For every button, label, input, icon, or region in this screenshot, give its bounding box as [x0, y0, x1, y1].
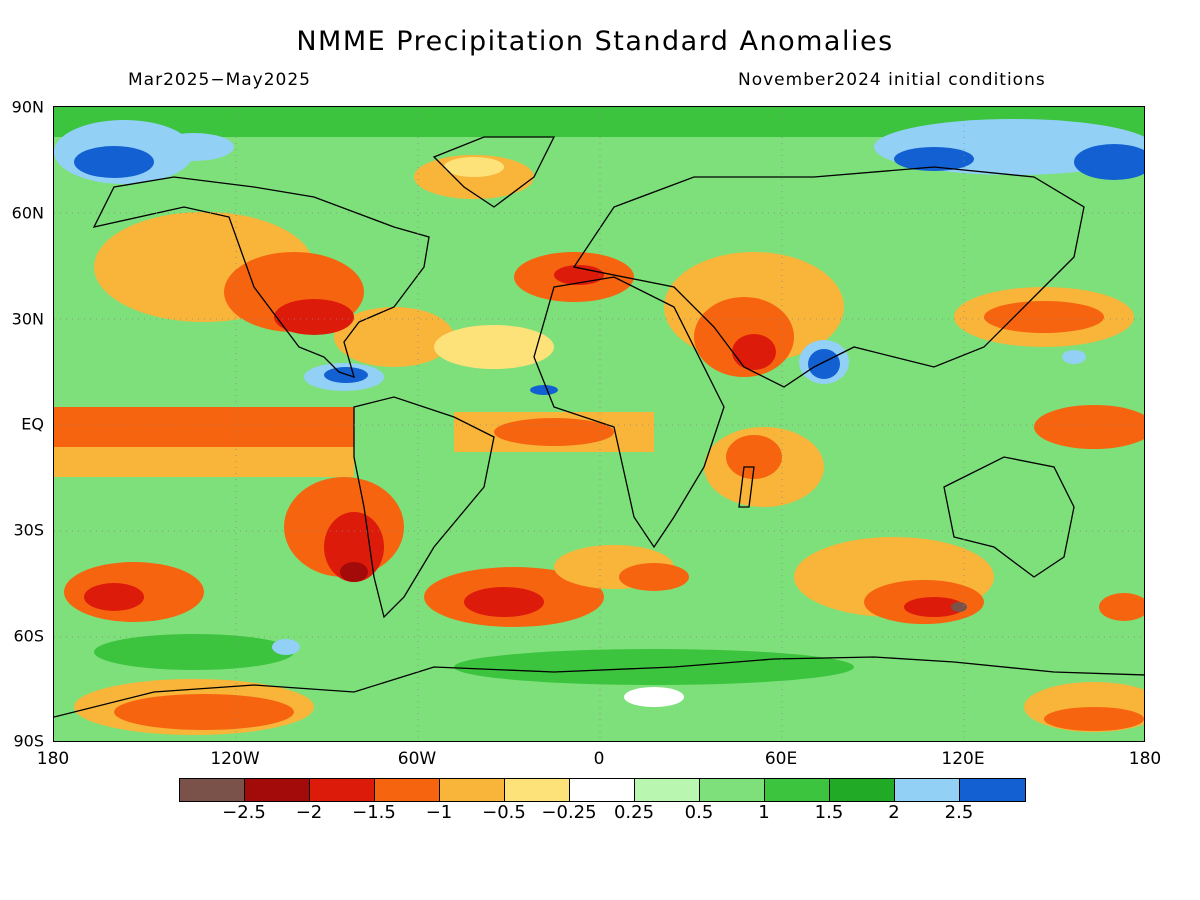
colorbar-swatch — [960, 779, 1025, 801]
colorbar-tick-label: 2.5 — [944, 802, 974, 823]
lon-label-180e: 180 — [1128, 749, 1162, 769]
lon-label-60w: 60W — [397, 749, 437, 769]
lat-label-90n: 90N — [11, 97, 44, 117]
colorbar-swatch — [765, 779, 830, 801]
lat-label-30n: 30N — [11, 309, 44, 329]
colorbar-swatch — [310, 779, 375, 801]
colorbar-swatch — [375, 779, 440, 801]
colorbar-swatch — [180, 779, 245, 801]
map-title: NMME Precipitation Standard Anomalies — [296, 26, 894, 57]
forecast-period: Mar2025−May2025 — [128, 70, 311, 90]
colorbar-tick-label: −2 — [295, 802, 323, 823]
initial-conditions-label: November2024 initial conditions — [738, 70, 1046, 90]
colorbar-tick-label: −0.5 — [482, 802, 526, 823]
anomaly-map — [53, 106, 1145, 742]
colorbar-tick-label: −1 — [425, 802, 453, 823]
colorbar-tick-label: 1 — [758, 802, 770, 823]
colorbar-tick-label: 2 — [888, 802, 900, 823]
lat-label-30s: 30S — [13, 520, 44, 540]
lat-label-60n: 60N — [11, 203, 44, 223]
lon-label-120w: 120W — [210, 749, 260, 769]
anomaly-field — [54, 107, 1144, 741]
lon-label-180w: 180 — [36, 749, 70, 769]
colorbar-swatch — [895, 779, 960, 801]
colorbar-swatch — [700, 779, 765, 801]
colorbar-swatch — [570, 779, 635, 801]
colorbar-tick-label: −0.25 — [541, 802, 597, 823]
colorbar-swatch — [440, 779, 505, 801]
colorbar-tick-label: 1.5 — [814, 802, 844, 823]
colorbar-tick-label: 0.5 — [684, 802, 714, 823]
lat-label-60s: 60S — [13, 626, 44, 646]
lon-label-60e: 60E — [764, 749, 798, 769]
lon-label-120e: 120E — [941, 749, 985, 769]
lat-label-eq: EQ — [21, 414, 44, 434]
colorbar-swatch — [830, 779, 895, 801]
colorbar-legend — [179, 778, 1026, 802]
colorbar-tick-label: 0.25 — [613, 802, 655, 823]
lon-label-0: 0 — [593, 749, 605, 769]
colorbar-swatch — [505, 779, 570, 801]
colorbar-tick-label: −1.5 — [352, 802, 396, 823]
lat-label-90s: 90S — [13, 731, 44, 751]
colorbar-swatch — [245, 779, 310, 801]
colorbar-swatch — [635, 779, 700, 801]
colorbar-tick-label: −2.5 — [222, 802, 266, 823]
